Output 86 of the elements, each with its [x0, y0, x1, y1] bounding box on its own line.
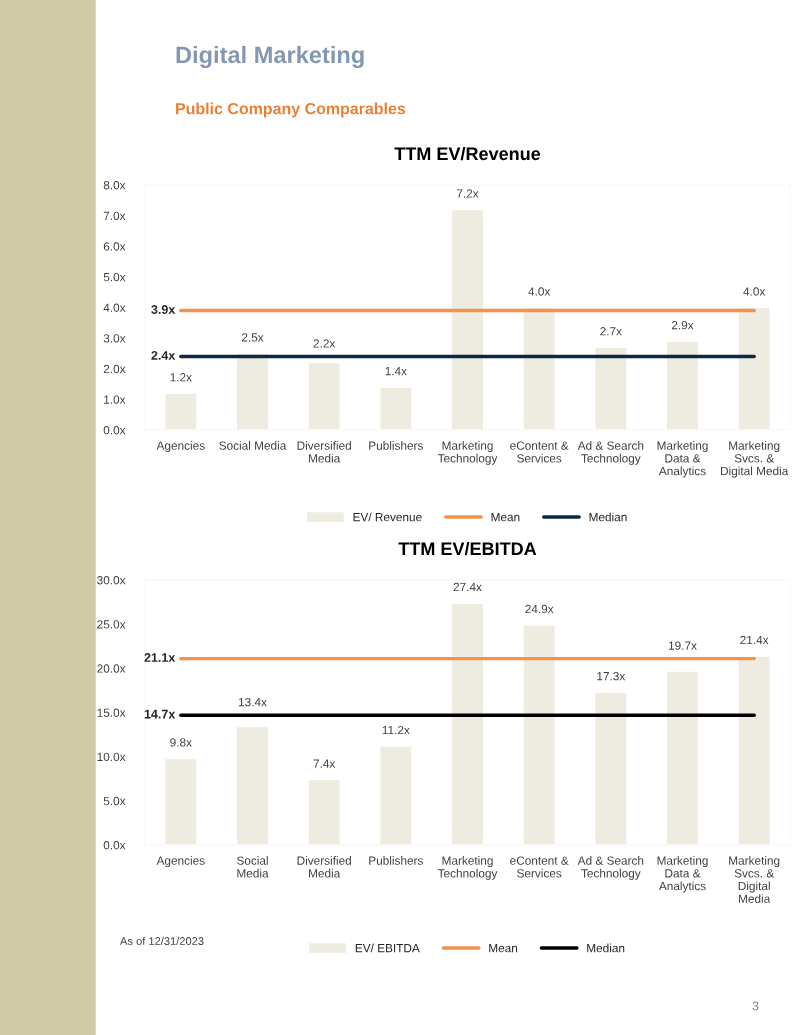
bar [235, 352, 270, 430]
y-tick-label: 3.0x [103, 334, 126, 343]
bar [665, 340, 700, 430]
legend-label: Median [589, 512, 627, 522]
bar [235, 725, 270, 845]
bar [522, 624, 556, 845]
data-label: 13.4x [238, 697, 267, 707]
x-tick-label: eContent & Services [510, 856, 569, 878]
x-tick-label: Marketing Svcs. & Digital Media [729, 856, 780, 903]
bar [450, 208, 485, 430]
bar [379, 745, 413, 845]
bar [737, 306, 771, 430]
data-label: 7.4x [313, 759, 336, 768]
legend-label: Mean [491, 513, 520, 522]
data-label: 1.2x [170, 373, 192, 382]
text: Digital Marketing [176, 45, 364, 69]
x-tick-label: Marketing Technology [437, 856, 498, 880]
chart-title: TTM EV/EBITDA [398, 541, 537, 556]
y-tick-label: 30.0x [97, 576, 126, 585]
data-label: 19.7x [668, 641, 697, 650]
data-label: 11.2x [382, 725, 410, 735]
x-tick-label: Marketing Technology [437, 441, 498, 465]
data-label: 17.3x [597, 671, 626, 681]
bar [737, 655, 771, 845]
y-tick-label: 5.0x [103, 796, 126, 806]
annotation: 14.7x [144, 709, 176, 719]
y-tick-label: 6.0x [103, 242, 126, 251]
data-label: 7.2x [456, 189, 479, 198]
x-tick-label: Diversified Media [297, 441, 351, 463]
data-label: 2.7x [600, 327, 622, 336]
data-label: 4.0x [743, 287, 766, 296]
data-label: 1.4x [385, 367, 407, 376]
data-label: 2.2x [313, 339, 336, 348]
data-label: 21.4x [740, 635, 769, 645]
data-label: 2.5x [241, 333, 264, 342]
bar [307, 778, 341, 845]
x-tick-label: Publishers [369, 856, 423, 865]
bar [164, 757, 198, 845]
y-tick-label: 8.0x [103, 181, 126, 190]
y-tick-label: 1.0x [104, 395, 126, 404]
x-tick-label: Marketing Data & Analytics [657, 856, 708, 893]
bar [594, 346, 628, 430]
y-tick-label: 4.0x [103, 303, 126, 312]
x-tick-label: Ad & Search Technology [577, 856, 644, 880]
text: Public Company Comparables [176, 102, 406, 118]
y-tick-label: 5.0x [103, 272, 126, 282]
bar [450, 602, 485, 845]
x-tick-label: Marketing Data & Analytics [657, 441, 708, 478]
bar [379, 386, 413, 430]
legend-label: Mean [489, 944, 518, 953]
legend-label: Median [587, 943, 625, 953]
annotation: 21.1x [144, 653, 176, 662]
bar [522, 306, 556, 430]
y-tick-label: 7.0x [103, 211, 126, 221]
x-tick-label: eContent & Services [510, 441, 569, 463]
y-tick-label: 15.0x [97, 708, 126, 717]
text: As of 12/31/2023 [120, 936, 204, 945]
x-tick-label: Agencies [156, 441, 205, 453]
annotation: 2.4x [151, 351, 176, 360]
legend-label: EV/ Revenue [353, 512, 422, 522]
x-tick-label: Marketing Svcs. & Digital Media [721, 441, 789, 478]
x-tick-label: Ad & Search Technology [577, 441, 644, 465]
chart-title: TTM EV/Revenue [394, 146, 541, 161]
x-tick-label: Social Media [236, 856, 269, 878]
data-label: 9.8x [170, 738, 192, 747]
data-label: 4.0x [528, 287, 551, 296]
y-tick-label: 20.0x [97, 664, 126, 673]
x-tick-label: Social Media [219, 441, 287, 450]
text: 3 [752, 1001, 759, 1011]
bar [164, 392, 198, 430]
data-label: 24.9x [525, 604, 554, 614]
data-label: 27.4x [453, 582, 482, 592]
y-tick-label: 0.0x [103, 426, 126, 435]
legend-label: EV/ EBITDA [355, 943, 420, 953]
y-tick-label: 25.0x [97, 620, 126, 629]
bar [594, 691, 628, 845]
y-tick-label: 2.0x [103, 364, 126, 374]
y-tick-label: 10.0x [97, 752, 126, 762]
annotation: 3.9x [151, 305, 176, 314]
x-tick-label: Diversified Media [297, 856, 351, 878]
bar [307, 361, 341, 430]
x-tick-label: Publishers [369, 441, 423, 450]
data-label: 2.9x [671, 321, 694, 330]
x-tick-label: Agencies [156, 856, 205, 868]
y-tick-label: 0.0x [103, 841, 126, 850]
bar [665, 670, 700, 845]
